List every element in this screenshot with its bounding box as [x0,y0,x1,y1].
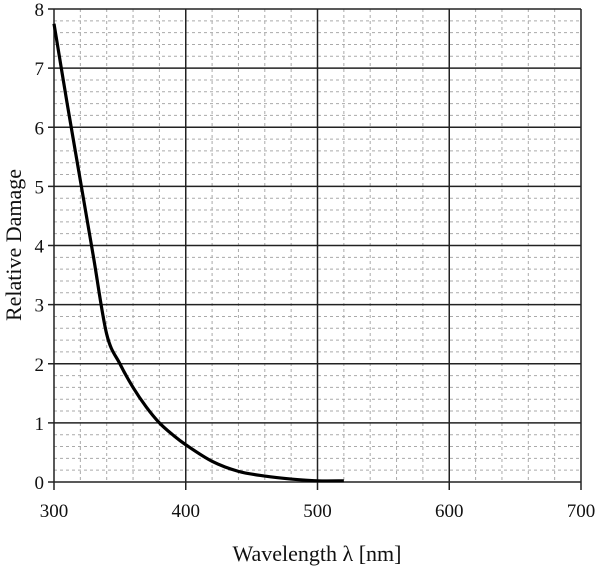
y-tick-label: 7 [35,59,45,80]
x-tick-label: 600 [435,501,464,522]
x-tick-label: 400 [172,501,201,522]
y-tick-label: 5 [35,177,45,198]
y-tick-label: 4 [35,237,45,258]
major-grid [48,8,582,490]
y-axis-label: Relative Damage [1,169,26,321]
x-tick-labels: 300 400 500 600 700 [40,501,596,522]
y-tick-labels: 0 1 2 3 4 5 6 7 8 [35,0,45,494]
damage-curve [52,23,344,483]
series-layer [52,23,344,483]
x-tick-label: 300 [40,501,69,522]
x-tick-label: 500 [303,501,332,522]
y-tick-label: 2 [35,355,45,376]
y-tick-label: 0 [35,473,45,494]
x-tick-label: 700 [567,501,596,522]
y-tick-label: 6 [35,118,45,139]
y-tick-label: 3 [35,296,45,317]
y-tick-label: 8 [35,0,45,21]
y-tick-label: 1 [35,414,45,435]
x-axis-label: Wavelength λ [nm] [233,541,402,566]
